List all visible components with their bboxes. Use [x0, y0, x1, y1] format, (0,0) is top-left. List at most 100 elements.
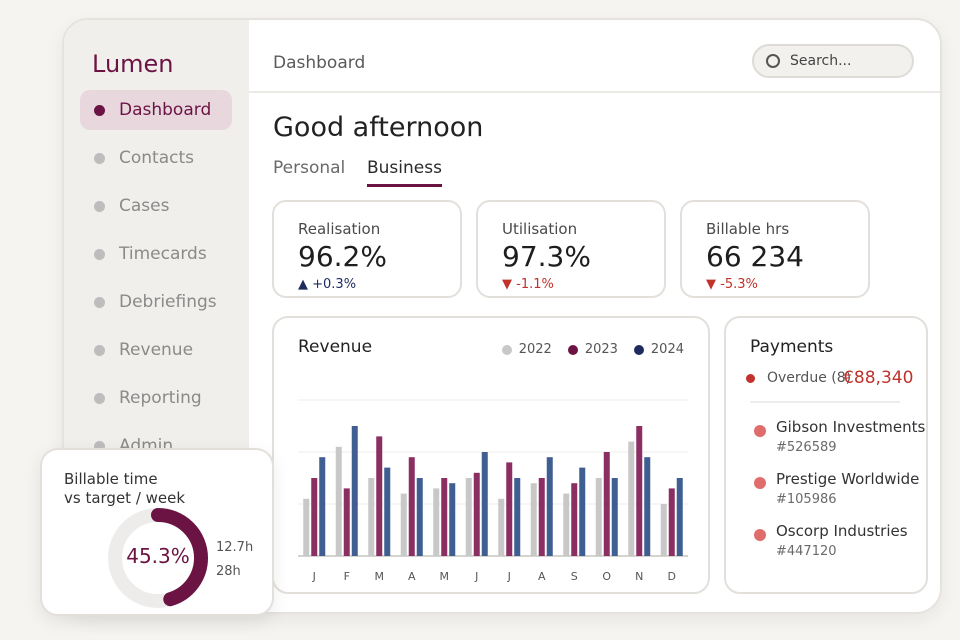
bar-2024-M[interactable] [384, 467, 391, 556]
bullet-icon [94, 152, 105, 164]
overdue-amount: €88,340 [843, 368, 914, 388]
billable-time-widget[interactable]: Billable time vs target / week 45.3% 12.… [40, 448, 274, 616]
bar-2023-N[interactable] [636, 426, 643, 556]
search-box[interactable] [752, 44, 914, 78]
app-logo[interactable]: Lumen [92, 50, 174, 78]
bar-2023-M[interactable] [441, 478, 448, 556]
bullet-icon [94, 392, 105, 404]
sidebar-item-debriefings[interactable]: Debriefings [80, 282, 232, 322]
bar-2023-A[interactable] [538, 478, 545, 556]
bar-2022-D[interactable] [660, 504, 667, 556]
kpi-value: 97.3% [502, 240, 591, 273]
bar-2024-S[interactable] [579, 467, 586, 556]
kpi-delta: ▼ -1.1% [502, 277, 554, 292]
sidebar-item-dashboard[interactable]: Dashboard [80, 90, 232, 130]
overdue-summary[interactable]: Overdue (8) €88,340 [746, 368, 913, 388]
bar-2022-A[interactable] [530, 483, 537, 556]
sidebar-item-cases[interactable]: Cases [80, 186, 232, 226]
bar-2022-J[interactable] [498, 498, 505, 556]
tab-personal[interactable]: Personal [273, 158, 346, 178]
kpi-value: 66 234 [706, 240, 804, 273]
kpi-value: 96.2% [298, 240, 387, 273]
payments-title: Payments [750, 337, 834, 357]
tab-business[interactable]: Business [367, 158, 442, 187]
actual-hours: 12.7h [216, 540, 254, 555]
sidebar-item-label: Reporting [119, 388, 202, 408]
bar-2024-N[interactable] [644, 457, 651, 556]
bar-2022-A[interactable] [400, 493, 407, 556]
bar-2023-A[interactable] [408, 457, 415, 556]
status-dot-icon [754, 425, 766, 437]
sidebar-item-timecards[interactable]: Timecards [80, 234, 232, 274]
kpi-label: Billable hrs [706, 220, 790, 238]
status-dot-icon [754, 477, 766, 489]
bar-2022-J[interactable] [303, 498, 310, 556]
bar-2022-M[interactable] [368, 478, 375, 556]
search-input[interactable] [790, 53, 900, 69]
donut-progress [108, 508, 208, 608]
sidebar-item-label: Timecards [119, 244, 207, 264]
bar-2024-F[interactable] [351, 426, 358, 556]
bar-2024-A[interactable] [416, 478, 423, 556]
bar-2023-F[interactable] [343, 488, 350, 556]
bar-2024-J[interactable] [481, 452, 488, 556]
overdue-dot-icon [746, 373, 755, 383]
sidebar-item-label: Contacts [119, 148, 194, 168]
payment-client-name: Oscorp Industries [776, 522, 908, 540]
bar-2022-J[interactable] [465, 478, 472, 556]
kpi-label: Utilisation [502, 220, 578, 238]
bar-2023-D[interactable] [668, 488, 675, 556]
bar-2024-O[interactable] [611, 478, 618, 556]
bar-2022-N[interactable] [628, 441, 635, 556]
bar-2022-M[interactable] [433, 488, 440, 556]
overdue-label: Overdue (8) [767, 370, 852, 386]
sidebar-item-revenue[interactable]: Revenue [80, 330, 232, 370]
bullet-icon [94, 440, 105, 452]
bar-2023-J[interactable] [311, 478, 318, 556]
bar-2024-A[interactable] [546, 457, 553, 556]
legend-label: 2023 [584, 342, 618, 357]
bullet-icon [94, 248, 105, 260]
sidebar-item-reporting[interactable]: Reporting [80, 378, 232, 418]
kpi-delta: ▼ -5.3% [706, 277, 758, 292]
bar-2022-O[interactable] [595, 478, 602, 556]
bar-2023-S[interactable] [571, 483, 578, 556]
bar-2024-J[interactable] [514, 478, 521, 556]
legend-item-2022: 2022 [501, 342, 552, 357]
legend-swatch [633, 344, 644, 355]
bar-2023-J[interactable] [473, 472, 480, 556]
bar-2024-D[interactable] [676, 478, 683, 556]
payment-client-name: Gibson Investments [776, 418, 926, 436]
bar-2022-F[interactable] [335, 446, 342, 556]
kpi-card-realisation[interactable]: Realisation 96.2% ▲ +0.3% [272, 200, 462, 298]
sidebar-item-label: Cases [119, 196, 170, 216]
legend-item-2023: 2023 [567, 342, 618, 357]
billable-percent: 45.3% [126, 544, 190, 568]
bar-2024-J[interactable] [319, 457, 326, 556]
legend-swatch [501, 344, 512, 355]
sidebar-item-label: Dashboard [119, 100, 212, 120]
legend-item-2024: 2024 [633, 342, 684, 357]
kpi-card-utilisation[interactable]: Utilisation 97.3% ▼ -1.1% [476, 200, 666, 298]
revenue-title: Revenue [298, 337, 373, 357]
x-tick-label: M [440, 570, 450, 583]
bar-2024-M[interactable] [449, 483, 456, 556]
chart-legend: 2022 2023 2024 [501, 342, 684, 357]
sidebar-item-label: Revenue [119, 340, 194, 360]
x-tick-label: O [602, 570, 611, 583]
kpi-card-billable-hrs[interactable]: Billable hrs 66 234 ▼ -5.3% [680, 200, 870, 298]
bar-2022-S[interactable] [563, 493, 570, 556]
x-tick-label: S [571, 570, 578, 583]
bar-2023-J[interactable] [506, 462, 513, 556]
bullet-icon [94, 200, 105, 212]
x-tick-label: N [635, 570, 643, 583]
x-tick-label: A [408, 570, 416, 583]
status-dot-icon [754, 529, 766, 541]
sidebar-item-contacts[interactable]: Contacts [80, 138, 232, 178]
bar-2023-M[interactable] [376, 436, 383, 556]
search-icon [766, 54, 780, 68]
payment-reference: #105986 [776, 492, 837, 507]
bar-2023-O[interactable] [603, 452, 610, 556]
x-tick-label: J [474, 570, 478, 583]
legend-label: 2022 [518, 342, 552, 357]
